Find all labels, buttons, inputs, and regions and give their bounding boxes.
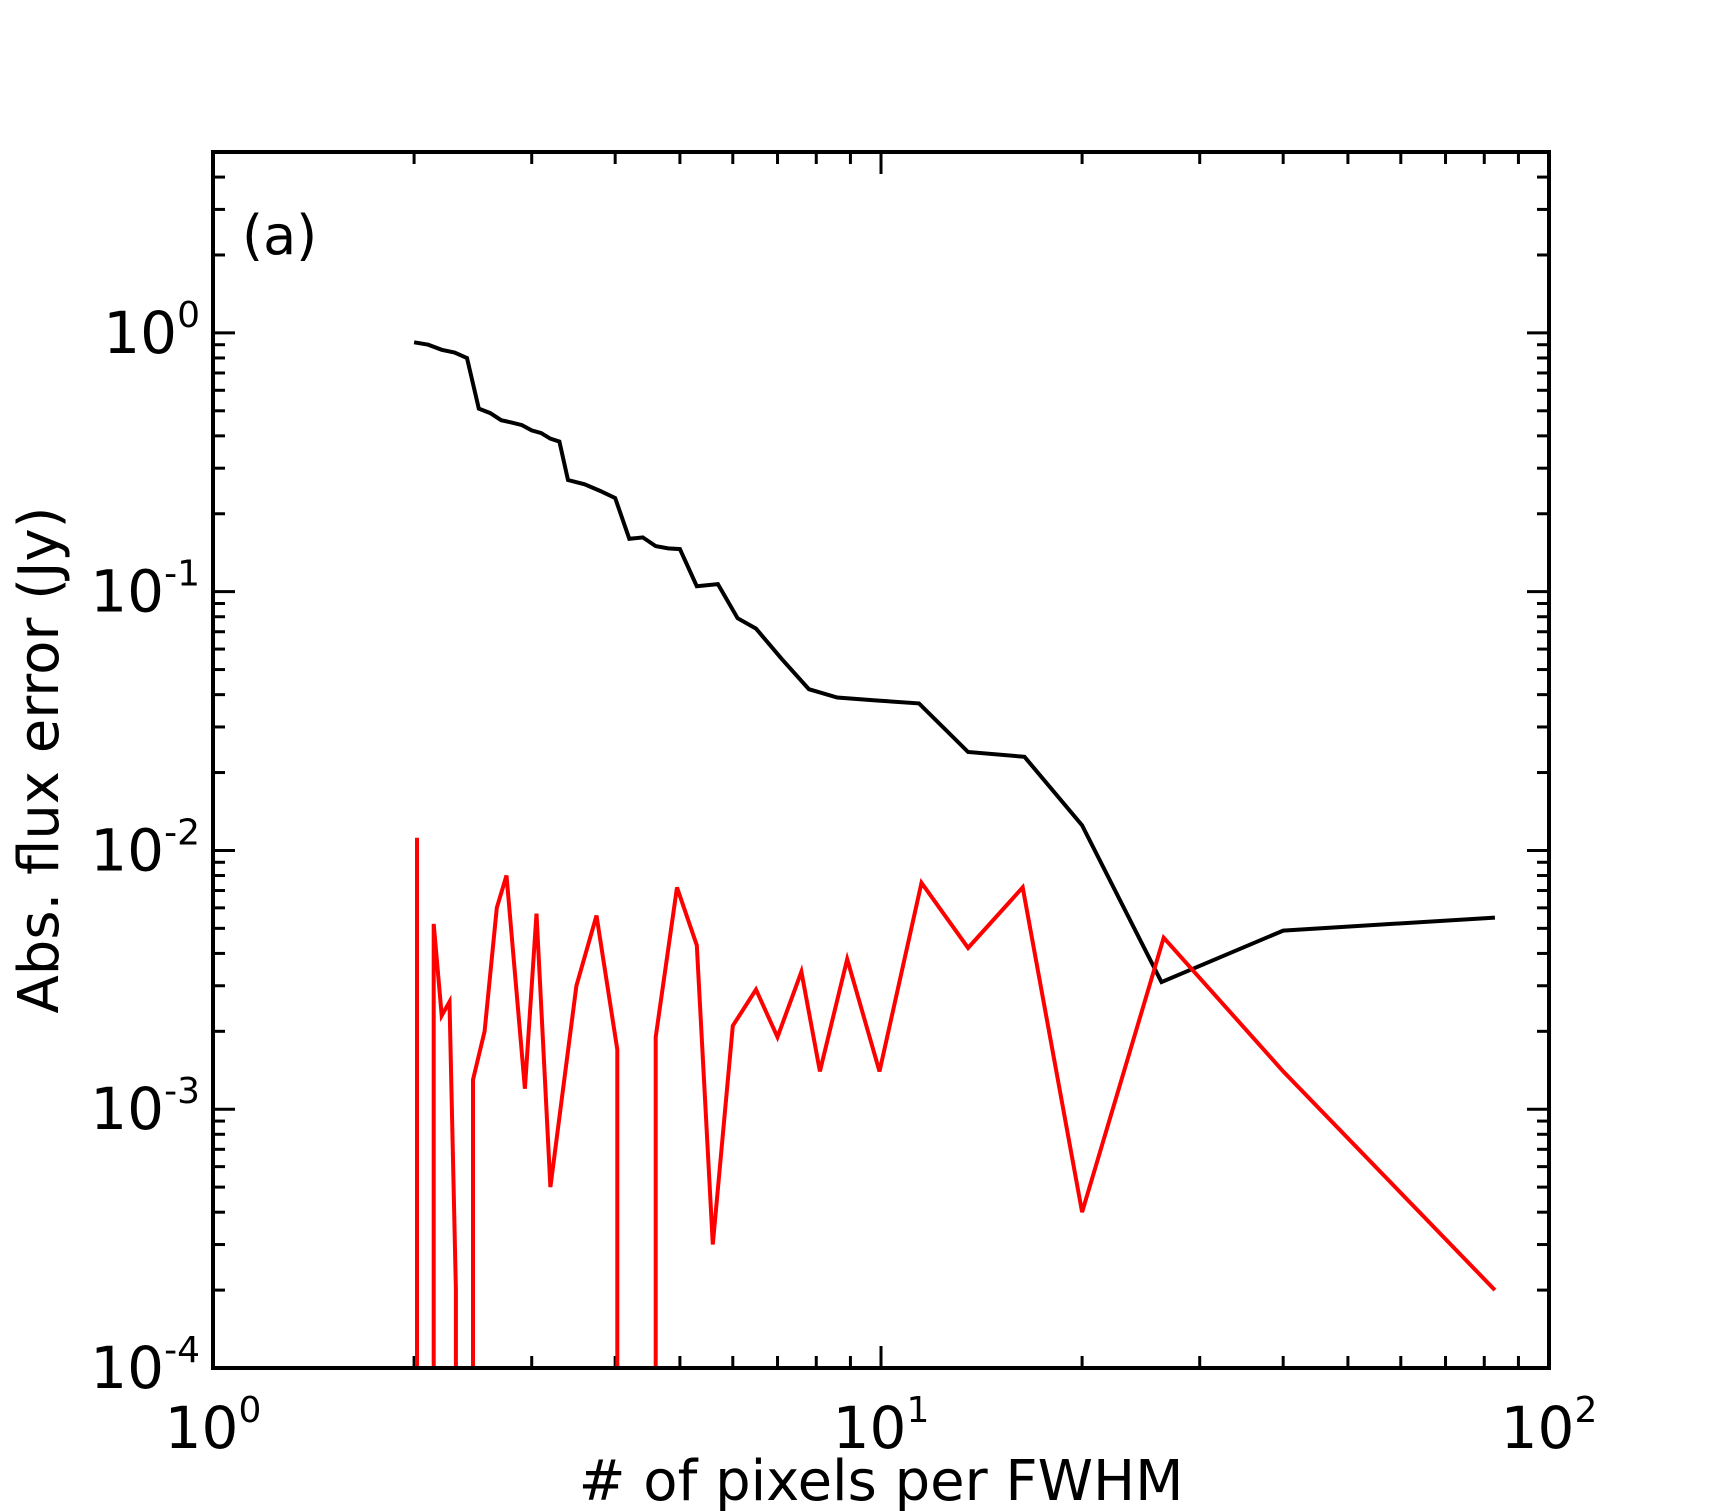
series-line-red-2 — [471, 874, 620, 1368]
y-tick-label: 10-4 — [90, 1330, 200, 1402]
x-tick-label: 100 — [165, 1390, 262, 1462]
y-tick-label: 10-2 — [90, 812, 200, 884]
plot-frame — [211, 150, 1551, 1370]
tick-labels: 100 101 102 10-4 10-3 10-2 10-1 100 — [90, 295, 1597, 1462]
series-line-black-0 — [413, 340, 1496, 985]
data-series — [413, 340, 1497, 1368]
y-tick-label: 100 — [103, 295, 200, 367]
minor-major-ticks — [211, 150, 1551, 1370]
y-tick-label: 10-3 — [90, 1071, 200, 1143]
series-line-red-3 — [653, 877, 1497, 1368]
x-tick-label: 101 — [833, 1390, 930, 1462]
y-tick-label: 10-1 — [90, 554, 200, 626]
panel-label: (a) — [242, 204, 317, 267]
series-line-red-1 — [431, 923, 458, 1368]
x-tick-label: 102 — [1501, 1390, 1598, 1462]
x-axis-label: # of pixels per FWHM — [579, 1449, 1184, 1511]
y-axis-label: Abs. flux error (Jy) — [7, 506, 72, 1013]
